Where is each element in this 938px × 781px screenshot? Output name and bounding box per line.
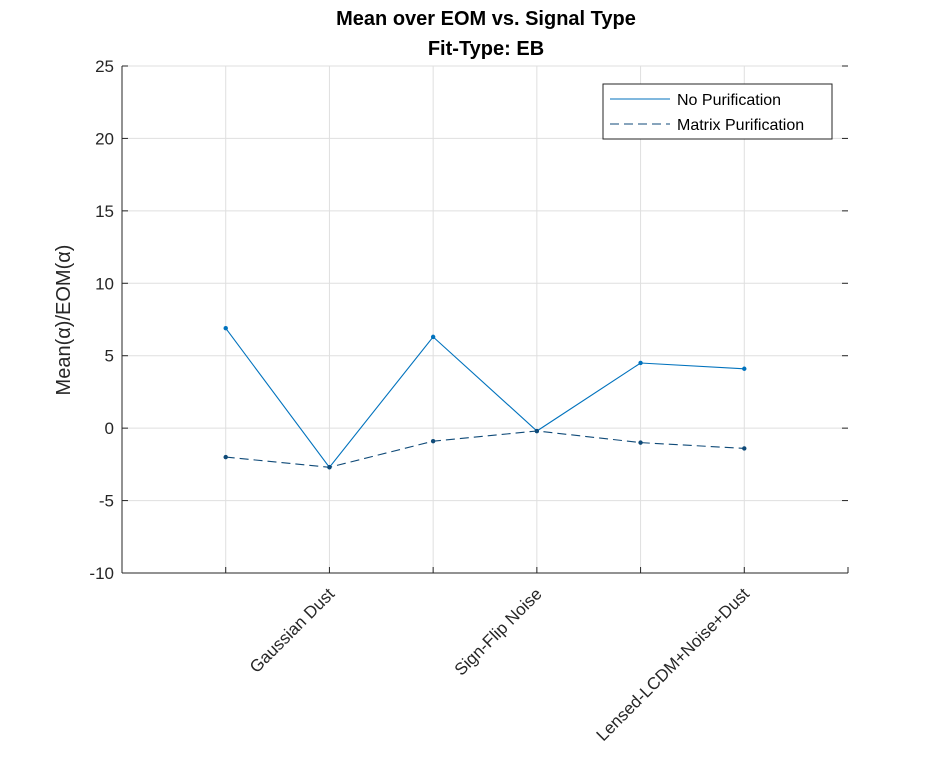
series-2-point	[223, 454, 228, 460]
series-1-point	[223, 325, 228, 331]
y-axis-label: Mean(α)/EOM(α)	[53, 245, 75, 396]
axes	[121, 65, 849, 574]
series-2-point	[534, 428, 540, 434]
y-tick-label: 15	[95, 202, 114, 221]
legend: No Purification Matrix Purification	[602, 83, 833, 140]
series-2-point	[430, 438, 436, 444]
legend-label-1: No Purification	[677, 92, 781, 109]
series-line-2	[225, 430, 745, 468]
y-tick-label: 0	[105, 419, 114, 438]
series-group	[223, 325, 747, 470]
x-tick-label: Lensed-LCDM+Noise+Dust	[593, 584, 754, 745]
y-tick-label: 25	[95, 57, 114, 76]
y-tick-label: 5	[105, 347, 114, 366]
x-ticks: Gaussian Dust Sign-Flip Noise Lensed-LCDM+…	[246, 584, 753, 745]
y-tick-label: -10	[89, 564, 114, 583]
series-1-point	[430, 334, 436, 340]
x-tick-label: Sign-Flip Noise	[451, 584, 546, 679]
legend-label-2: Matrix Purification	[677, 117, 804, 134]
legend-box	[602, 83, 833, 140]
y-tick-label: -5	[99, 492, 114, 511]
series-2-point	[742, 446, 747, 451]
series-1-point	[742, 366, 747, 371]
series-2-point	[327, 465, 332, 470]
chart-title: Mean over EOM vs. Signal Type	[336, 8, 636, 30]
y-ticks: -10 -5 0 5 10 15 20 25	[89, 57, 114, 583]
y-tick-label: 10	[95, 274, 114, 293]
series-line-1	[225, 327, 745, 469]
grid	[122, 65, 848, 574]
chart-subtitle: Fit-Type: EB	[428, 38, 544, 60]
series-2-point	[638, 440, 643, 445]
x-tick-label: Gaussian Dust	[246, 584, 338, 676]
y-tick-label: 20	[95, 129, 114, 148]
series-1-point	[638, 360, 643, 366]
